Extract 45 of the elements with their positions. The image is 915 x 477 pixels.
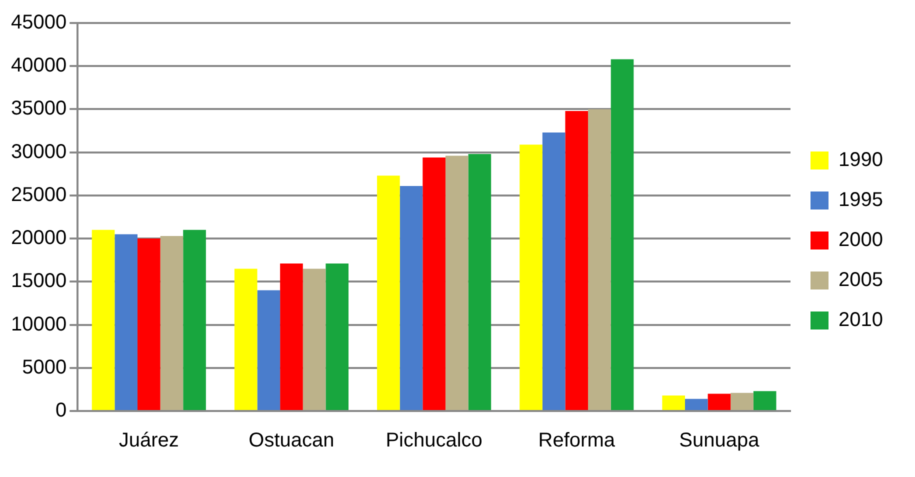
bar xyxy=(377,176,400,410)
bar xyxy=(662,395,685,410)
bar xyxy=(138,238,160,410)
y-tick-label: 20000 xyxy=(10,227,67,250)
legend-label: 1995 xyxy=(838,189,884,212)
legend-label: 1990 xyxy=(838,149,884,172)
y-tick-label: 15000 xyxy=(10,270,67,292)
bar xyxy=(326,264,349,410)
bar xyxy=(542,132,566,410)
bar xyxy=(685,398,708,410)
bar xyxy=(468,154,492,410)
x-tick-label: Sunuapa xyxy=(679,430,760,452)
bar xyxy=(445,156,468,410)
bar xyxy=(280,264,303,410)
y-tick-label: 45000 xyxy=(10,12,67,34)
bar xyxy=(520,144,542,410)
y-tick-label: 10000 xyxy=(10,313,67,336)
y-tick-label: 5000 xyxy=(22,356,67,378)
bar xyxy=(257,290,280,410)
bar xyxy=(400,186,423,410)
bar xyxy=(114,234,138,410)
bar xyxy=(92,230,115,410)
bar xyxy=(730,392,754,410)
x-tick-label: Juárez xyxy=(118,430,179,452)
bar xyxy=(302,268,326,410)
bar xyxy=(610,59,634,410)
bar xyxy=(753,391,776,410)
bar xyxy=(422,158,446,410)
bar xyxy=(234,268,258,410)
legend-label: 2005 xyxy=(838,269,884,292)
bar xyxy=(708,394,731,410)
x-tick-label: Reforma xyxy=(538,430,616,452)
y-tick-label: 30000 xyxy=(10,140,67,163)
y-tick-label: 40000 xyxy=(10,54,67,77)
bar xyxy=(588,109,611,410)
legend-label: 2010 xyxy=(838,309,884,332)
bar xyxy=(160,236,184,410)
x-tick-label: Pichucalco xyxy=(386,430,482,452)
x-tick-label: Ostuacan xyxy=(248,430,334,452)
y-tick-label: 0 xyxy=(55,400,67,422)
y-tick-label: 35000 xyxy=(10,98,67,120)
bar xyxy=(565,110,588,410)
bar xyxy=(183,230,206,410)
y-tick-label: 25000 xyxy=(10,184,67,206)
legend-label: 2000 xyxy=(838,229,884,252)
